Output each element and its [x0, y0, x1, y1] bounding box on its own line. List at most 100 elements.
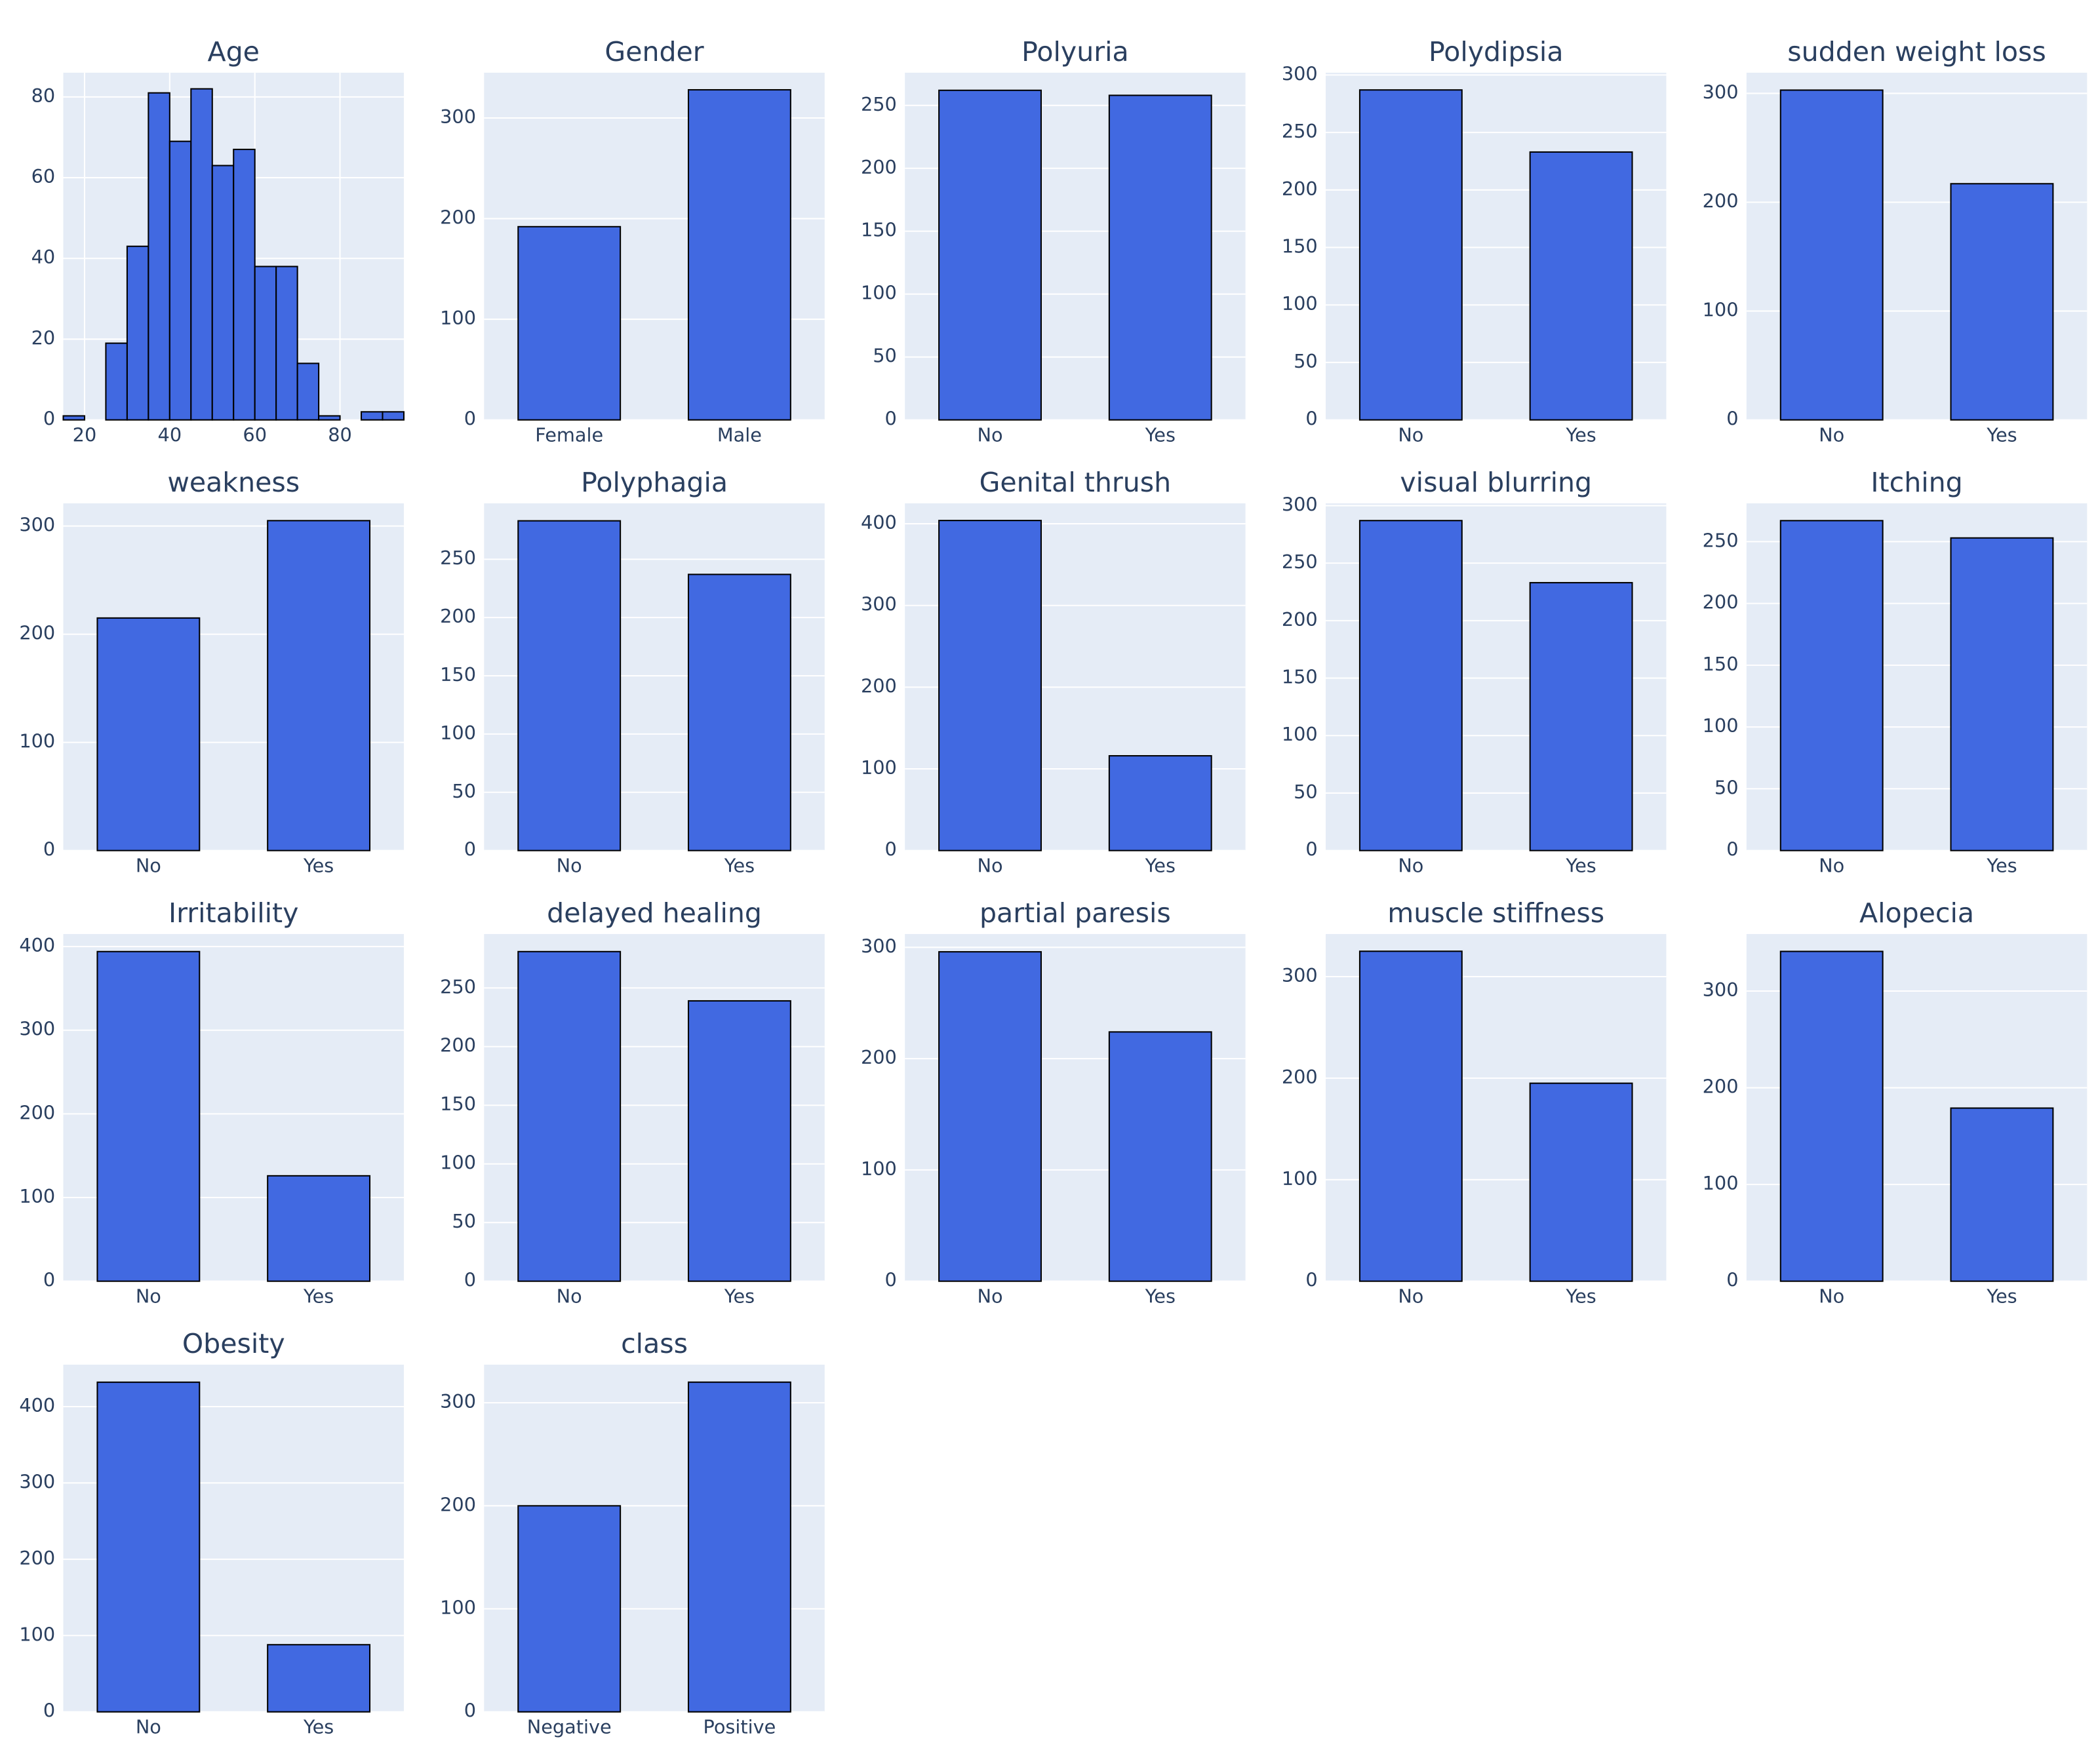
- y-tick-label: 400: [861, 511, 897, 534]
- histogram-bar: [275, 265, 298, 421]
- y-tick-label: 0: [43, 1700, 55, 1722]
- x-tick-label: Yes: [1986, 1285, 2017, 1307]
- bar: [267, 1175, 371, 1282]
- y-tick-label: 250: [1282, 120, 1318, 142]
- y-tick-label: 200: [861, 156, 897, 178]
- x-tick-label: Yes: [1565, 423, 1596, 446]
- y-tick-label: 400: [19, 934, 55, 956]
- chart-title: weakness: [167, 467, 300, 498]
- y-tick-label: 100: [1282, 292, 1318, 315]
- y-tick-label: 100: [19, 1623, 55, 1645]
- x-tick-label: Yes: [1986, 854, 2017, 876]
- bar: [1108, 755, 1212, 851]
- y-tick-label: 0: [43, 1269, 55, 1291]
- y-tick-label: 250: [1703, 529, 1739, 551]
- x-tick-label: No: [977, 423, 1002, 446]
- bar: [938, 89, 1042, 421]
- y-tick-label: 0: [1305, 1269, 1317, 1291]
- x-tick-label: Yes: [1565, 854, 1596, 876]
- x-tick-label: No: [557, 854, 582, 876]
- y-tick-label: 100: [861, 756, 897, 779]
- chart-title: muscle stiffness: [1387, 897, 1604, 929]
- chart-title: visual blurring: [1400, 467, 1592, 498]
- y-tick-label: 300: [1703, 81, 1739, 103]
- y-tick-label: 150: [861, 219, 897, 241]
- y-tick-label: 0: [1726, 408, 1738, 430]
- chart-title: Alopecia: [1859, 897, 1974, 929]
- y-tick-label: 200: [440, 605, 476, 627]
- y-tick-label: 100: [19, 1185, 55, 1207]
- chart-title: Polyphagia: [581, 467, 728, 498]
- x-tick-label: No: [1398, 423, 1423, 446]
- y-tick-label: 100: [1282, 723, 1318, 745]
- y-tick-label: 200: [861, 674, 897, 697]
- x-tick-label: Positive: [703, 1715, 776, 1738]
- y-tick-label: 100: [861, 282, 897, 304]
- y-tick-label: 0: [1726, 1269, 1738, 1291]
- x-tick-label: No: [977, 854, 1002, 876]
- y-tick-label: 200: [1282, 608, 1318, 631]
- y-tick-label: 50: [1294, 781, 1318, 803]
- chart-title: sudden weight loss: [1787, 36, 2046, 68]
- x-tick-label: No: [136, 1285, 161, 1307]
- x-tick-label: Yes: [724, 1285, 755, 1307]
- x-tick-label: 20: [73, 423, 97, 446]
- y-tick-label: 150: [1703, 653, 1739, 675]
- y-tick-label: 0: [43, 838, 55, 861]
- bar: [1529, 151, 1633, 421]
- histogram-bar: [233, 148, 256, 421]
- y-tick-label: 100: [861, 1158, 897, 1180]
- y-tick-label: 300: [861, 593, 897, 615]
- y-tick-label: 0: [885, 838, 897, 861]
- y-tick-label: 200: [1703, 591, 1739, 614]
- x-tick-label: Male: [717, 423, 762, 446]
- x-tick-label: No: [1819, 854, 1844, 876]
- y-tick-label: 200: [440, 1034, 476, 1057]
- y-tick-label: 0: [464, 408, 476, 430]
- histogram-bar: [382, 411, 405, 421]
- x-tick-label: 80: [328, 423, 352, 446]
- y-tick-label: 0: [1305, 408, 1317, 430]
- chart-title: Irritability: [168, 897, 298, 929]
- y-tick-label: 50: [452, 1210, 476, 1232]
- bar: [687, 1381, 791, 1713]
- bar: [1358, 950, 1463, 1282]
- x-tick-label: Yes: [1145, 1285, 1176, 1307]
- y-tick-label: 150: [440, 1093, 476, 1115]
- y-tick-label: 250: [861, 93, 897, 115]
- bar: [1529, 1082, 1633, 1282]
- x-tick-label: No: [977, 1285, 1002, 1307]
- x-tick-label: Yes: [303, 854, 334, 876]
- histogram-bar: [190, 88, 213, 421]
- y-tick-label: 50: [1294, 350, 1318, 372]
- y-tick-label: 100: [440, 1597, 476, 1619]
- chart-title: Obesity: [182, 1328, 285, 1359]
- bar: [1779, 520, 1884, 851]
- x-tick-label: No: [1398, 854, 1423, 876]
- chart-title: Age: [208, 36, 260, 68]
- bar: [1358, 89, 1463, 421]
- histogram-bar: [254, 265, 277, 421]
- y-tick-label: 300: [1703, 979, 1739, 1001]
- y-tick-label: 200: [861, 1046, 897, 1068]
- y-tick-label: 0: [464, 838, 476, 861]
- x-tick-label: No: [136, 1715, 161, 1738]
- y-tick-label: 200: [19, 622, 55, 644]
- y-tick-label: 40: [31, 246, 56, 268]
- y-tick-label: 100: [440, 307, 476, 329]
- y-tick-label: 200: [440, 206, 476, 229]
- y-tick-label: 300: [1282, 493, 1318, 515]
- y-tick-label: 200: [1703, 190, 1739, 212]
- y-tick-label: 0: [464, 1269, 476, 1291]
- y-tick-label: 100: [1282, 1167, 1318, 1190]
- x-tick-label: Yes: [1145, 854, 1176, 876]
- y-tick-label: 200: [1282, 178, 1318, 200]
- y-tick-label: 300: [861, 935, 897, 957]
- bar: [938, 951, 1042, 1282]
- bar: [96, 1381, 201, 1713]
- bar: [1779, 89, 1884, 421]
- x-tick-label: Yes: [1145, 423, 1176, 446]
- bar: [517, 950, 622, 1282]
